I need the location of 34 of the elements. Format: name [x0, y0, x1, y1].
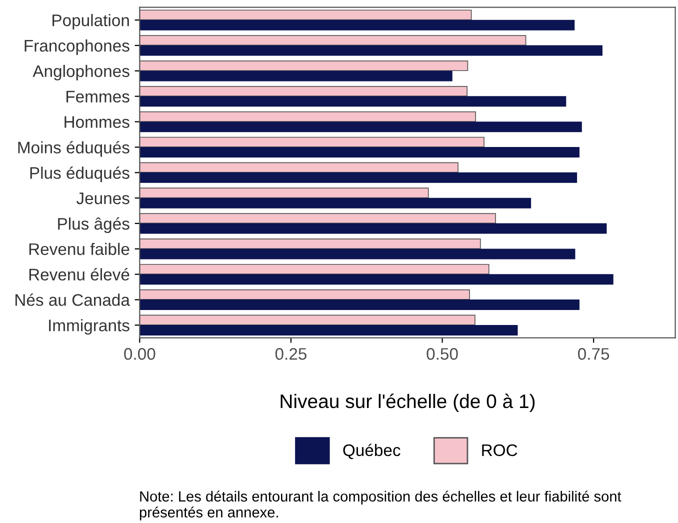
y-tick-label: Immigrants	[49, 319, 130, 335]
bar	[140, 324, 518, 336]
y-tick-label: Francophones	[24, 39, 130, 55]
bar	[140, 70, 452, 82]
x-tick-label: 0.75	[578, 348, 610, 360]
x-tick-label: 0.50	[426, 348, 458, 360]
bar	[140, 274, 614, 285]
y-tick-label: Femmes	[66, 90, 130, 103]
y-tick-label: Population	[52, 14, 129, 30]
x-axis-title: Niveau sur l'échelle (de 0 à 1)	[280, 394, 535, 412]
y-tick-label: Plus âgés	[58, 217, 130, 234]
bar	[140, 248, 576, 260]
y-tick-label: Jeunes	[76, 192, 130, 204]
y-tick-label: Moins éduqués	[18, 141, 130, 157]
bar	[140, 223, 607, 234]
y-tick-label: Plus éduqués	[30, 166, 130, 182]
x-tick-label: 0.00	[124, 348, 156, 360]
y-tick-label: Revenu faible	[29, 242, 130, 256]
bar	[140, 147, 580, 158]
bar	[140, 198, 532, 208]
y-tick-label: Revenu élevé	[29, 268, 130, 280]
bar	[140, 45, 602, 56]
y-tick-label: Nés au Canada	[16, 293, 130, 306]
x-tick-label: 0.25	[275, 348, 306, 360]
bar	[140, 172, 578, 183]
legend-label: ROC	[482, 444, 518, 456]
bar	[140, 96, 566, 107]
y-tick-label: Anglophones	[32, 64, 130, 80]
y-tick-label: Hommes	[64, 116, 130, 128]
text: Note: Les détails entourant la composition des échelles et leur fiabilité sont présentés en annexe.	[140, 490, 622, 520]
bar	[140, 300, 580, 310]
bar	[140, 20, 575, 30]
legend-label: Québec	[343, 444, 400, 460]
bar	[140, 122, 582, 132]
